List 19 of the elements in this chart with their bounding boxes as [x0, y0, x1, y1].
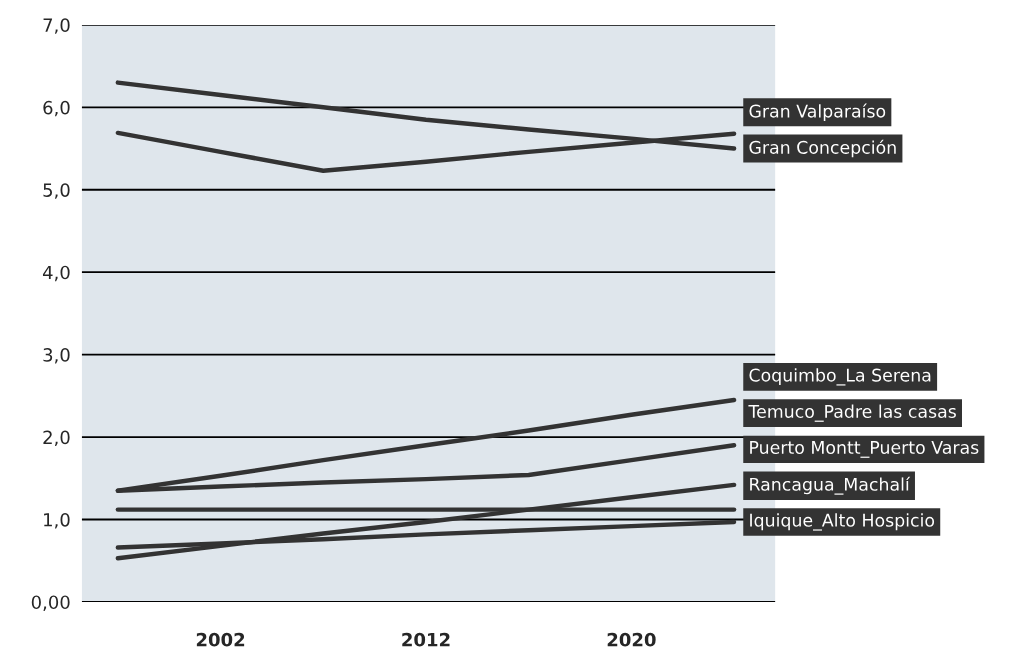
- series-label: Iquique_Alto Hospicio: [750, 513, 935, 531]
- y-tick-label: 6,0: [43, 100, 70, 117]
- series-label: Rancagua_Machalí: [750, 476, 911, 495]
- y-tick-label: 4,0: [42, 265, 70, 282]
- y-tick-label: 7,0: [43, 18, 70, 34]
- x-tick-label: 2012: [402, 632, 450, 647]
- series-label: Coquimbo_La Serena: [749, 368, 931, 386]
- series-label: Temuco_Padre las casas: [748, 404, 956, 422]
- y-tick-label: 5,0: [43, 183, 70, 199]
- y-tick-label: 3,0: [43, 348, 70, 364]
- series-label: Puerto Montt_Puerto Varas: [750, 441, 979, 458]
- x-tick-label: 2002: [196, 632, 245, 647]
- y-tick-label: 1,0: [44, 512, 70, 529]
- x-tick-label: 2020: [607, 632, 656, 647]
- series-label: Gran Concepción: [749, 139, 896, 158]
- series-label: Gran Valparaíso: [749, 103, 886, 122]
- line-series: [115, 482, 737, 561]
- y-tick-label: 2,0: [43, 430, 70, 447]
- y-tick-label: 0,00: [31, 595, 70, 611]
